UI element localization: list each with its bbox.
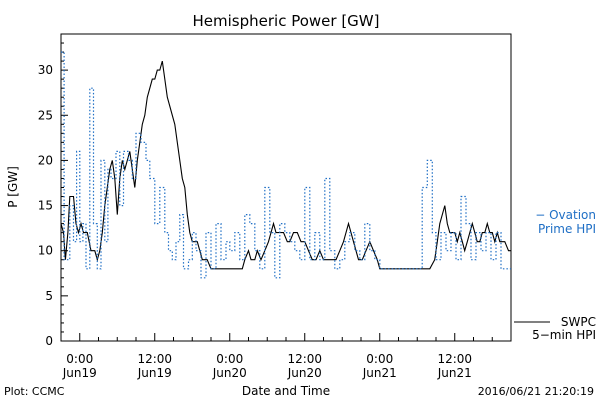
y-axis-ticks: 0 5 10 15 20 25 30 [38, 33, 68, 348]
x-tick-date-label: Jun20 [212, 366, 247, 380]
series-layer [60, 51, 511, 279]
legend-ovation-line2: Prime HPI [538, 222, 596, 236]
plot-timestamp: 2016/06/21 21:20:19 [478, 385, 594, 398]
plot-credit: Plot: CCMC [4, 385, 65, 398]
x-tick-date-label: Jun19 [137, 366, 172, 380]
x-tick-date-label: Jun21 [437, 366, 472, 380]
x-axis-label: Date and Time [242, 384, 330, 398]
x-tick-time-label: 12:00 [287, 352, 322, 366]
y-tick-label: 0 [45, 334, 53, 348]
x-tick-date-label: Jun20 [287, 366, 322, 380]
y-axis-label: P [GW] [6, 166, 20, 208]
x-tick-time-label: 0:00 [216, 352, 243, 366]
x-tick-time-label: 0:00 [66, 352, 93, 366]
x-tick-date-label: Jun19 [62, 366, 97, 380]
x-tick-time-label: 0:00 [366, 352, 393, 366]
y-tick-label: 30 [38, 63, 53, 77]
y-tick-label: 25 [38, 108, 53, 122]
x-tick-time-label: 12:00 [137, 352, 172, 366]
legend-swpc-line1: SWPC [561, 315, 596, 329]
chart-title: Hemispheric Power [GW] [193, 12, 380, 30]
y-tick-label: 10 [38, 244, 53, 258]
y-tick-label: 20 [38, 153, 53, 167]
legend-swpc-line2: 5−min HPI [532, 328, 596, 342]
plot-frame [60, 33, 512, 342]
x-tick-date-label: Jun21 [362, 366, 397, 380]
swpc-hpi-line [60, 60, 511, 270]
y-tick-label: 15 [38, 199, 53, 213]
y-tick-label: 5 [45, 289, 53, 303]
x-axis-ticks: 0:00Jun1912:00Jun190:00Jun2012:00Jun200:… [60, 333, 512, 380]
legend-ovation-line1: − Ovation [535, 208, 596, 222]
x-tick-time-label: 12:00 [437, 352, 472, 366]
ovation-prime-hpi-line [61, 51, 511, 279]
